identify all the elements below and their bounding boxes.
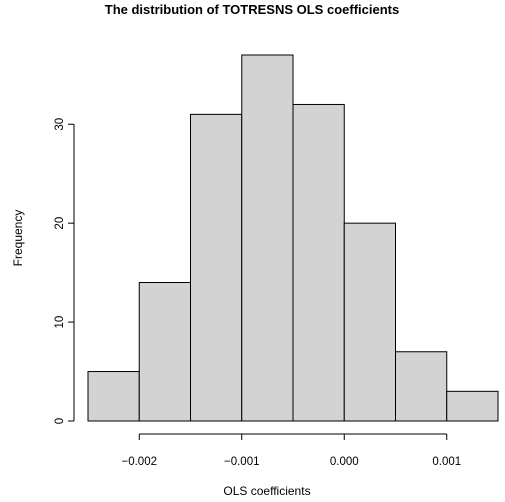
histogram-bar-7: [395, 351, 448, 422]
x-axis-ticks: −0.002 −0.001 0.000 0.001: [122, 434, 461, 468]
histogram-bar-3: [190, 113, 243, 422]
x-tick-label: 0.000: [330, 456, 359, 468]
y-tick-label: 10: [54, 316, 66, 329]
x-tick-label: −0.001: [224, 456, 260, 468]
x-tick-label: −0.002: [122, 456, 158, 468]
histogram-bar-8: [446, 390, 499, 422]
x-axis-label: OLS coefficients: [223, 484, 310, 498]
histogram-bar-2: [138, 282, 191, 422]
histogram-bars: [87, 54, 499, 422]
y-tick-label: 20: [54, 217, 66, 230]
x-tick-label: 0.001: [432, 456, 461, 468]
chart-title: The distribution of TOTRESNS OLS coeffic…: [105, 2, 399, 17]
y-tick-label: 0: [54, 418, 66, 424]
histogram-bar-1: [87, 371, 140, 422]
y-axis-label: Frequency: [11, 210, 25, 267]
y-tick-label: 30: [54, 118, 66, 131]
histogram-bar-6: [343, 222, 396, 422]
histogram-bar-4: [241, 54, 294, 422]
histogram-bar-5: [292, 103, 345, 422]
y-axis-ticks: 0 10 20 30: [54, 118, 74, 424]
